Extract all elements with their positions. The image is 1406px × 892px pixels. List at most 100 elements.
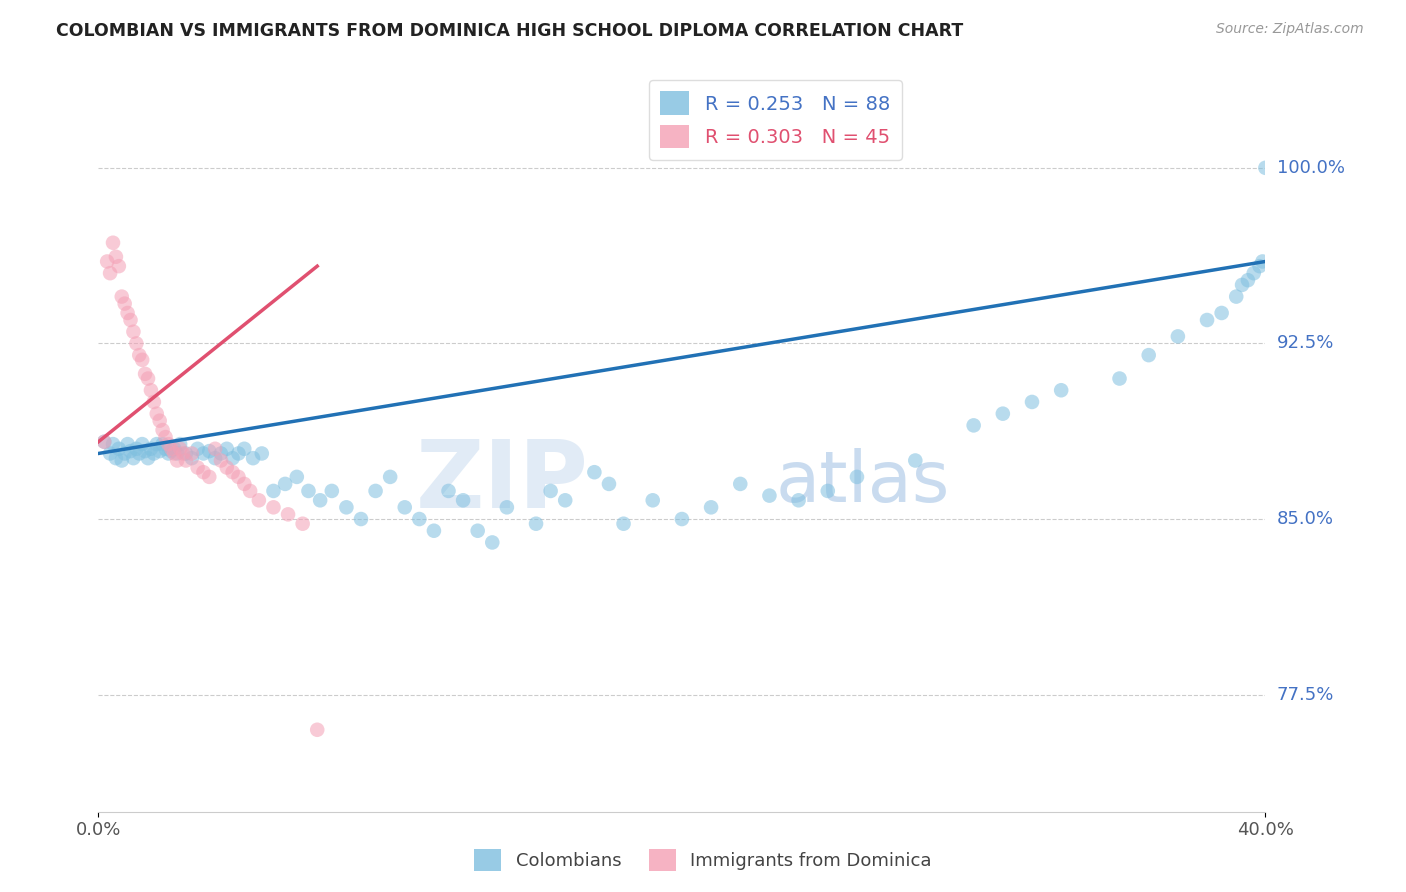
- Point: [242, 451, 264, 466]
- Point: [180, 446, 202, 460]
- Point: [1108, 371, 1130, 385]
- Point: [117, 437, 139, 451]
- Point: [787, 493, 810, 508]
- Point: [540, 483, 562, 498]
- Point: [128, 446, 150, 460]
- Point: [152, 423, 174, 437]
- Point: [187, 460, 209, 475]
- Point: [904, 453, 927, 467]
- Point: [228, 470, 250, 484]
- Point: [1251, 254, 1274, 268]
- Point: [104, 250, 127, 264]
- Point: [125, 442, 148, 456]
- Point: [321, 483, 343, 498]
- Point: [612, 516, 634, 531]
- Point: [166, 446, 188, 460]
- Point: [309, 493, 332, 508]
- Point: [1167, 329, 1189, 343]
- Point: [98, 266, 121, 280]
- Point: [467, 524, 489, 538]
- Point: [364, 483, 387, 498]
- Point: [108, 442, 131, 456]
- Point: [134, 444, 156, 458]
- Text: COLOMBIAN VS IMMIGRANTS FROM DOMINICA HIGH SCHOOL DIPLOMA CORRELATION CHART: COLOMBIAN VS IMMIGRANTS FROM DOMINICA HI…: [56, 22, 963, 40]
- Legend: Colombians, Immigrants from Dominica: Colombians, Immigrants from Dominica: [467, 842, 939, 879]
- Point: [169, 442, 191, 456]
- Point: [250, 446, 273, 460]
- Point: [160, 444, 183, 458]
- Point: [262, 500, 284, 515]
- Point: [163, 442, 186, 456]
- Point: [451, 493, 474, 508]
- Point: [1254, 161, 1277, 175]
- Text: atlas: atlas: [775, 448, 949, 516]
- Point: [274, 477, 297, 491]
- Point: [149, 444, 172, 458]
- Point: [120, 313, 142, 327]
- Point: [307, 723, 329, 737]
- Point: [155, 430, 177, 444]
- Point: [1137, 348, 1160, 362]
- Point: [114, 446, 136, 460]
- Point: [350, 512, 373, 526]
- Point: [120, 444, 142, 458]
- Point: [817, 483, 839, 498]
- Point: [204, 451, 226, 466]
- Point: [139, 442, 162, 456]
- Point: [291, 516, 314, 531]
- Point: [215, 460, 238, 475]
- Point: [671, 512, 693, 526]
- Point: [136, 371, 159, 385]
- Point: [160, 442, 183, 456]
- Point: [554, 493, 576, 508]
- Point: [846, 470, 869, 484]
- Point: [221, 465, 243, 479]
- Point: [423, 524, 446, 538]
- Point: [962, 418, 984, 433]
- Point: [125, 336, 148, 351]
- Point: [297, 483, 319, 498]
- Point: [166, 453, 188, 467]
- Point: [641, 493, 664, 508]
- Point: [730, 477, 752, 491]
- Point: [380, 470, 402, 484]
- Point: [408, 512, 430, 526]
- Point: [285, 470, 308, 484]
- Point: [149, 414, 172, 428]
- Point: [114, 296, 136, 310]
- Point: [172, 446, 194, 460]
- Point: [93, 434, 115, 449]
- Point: [1230, 277, 1253, 292]
- Point: [496, 500, 519, 515]
- Point: [93, 434, 115, 449]
- Point: [122, 325, 145, 339]
- Point: [180, 451, 202, 466]
- Point: [700, 500, 723, 515]
- Point: [198, 470, 221, 484]
- Point: [142, 395, 165, 409]
- Point: [157, 446, 180, 460]
- Point: [1021, 395, 1043, 409]
- Point: [335, 500, 357, 515]
- Point: [174, 453, 197, 467]
- Text: 92.5%: 92.5%: [1277, 334, 1334, 352]
- Point: [155, 442, 177, 456]
- Point: [1195, 313, 1218, 327]
- Point: [1211, 306, 1233, 320]
- Point: [142, 446, 165, 460]
- Point: [96, 254, 118, 268]
- Point: [262, 483, 284, 498]
- Point: [991, 407, 1014, 421]
- Point: [598, 477, 620, 491]
- Point: [1237, 273, 1260, 287]
- Point: [215, 442, 238, 456]
- Point: [1249, 259, 1271, 273]
- Point: [583, 465, 606, 479]
- Point: [247, 493, 270, 508]
- Point: [146, 437, 169, 451]
- Point: [104, 451, 127, 466]
- Point: [394, 500, 416, 515]
- Point: [101, 437, 124, 451]
- Point: [111, 290, 134, 304]
- Point: [209, 453, 232, 467]
